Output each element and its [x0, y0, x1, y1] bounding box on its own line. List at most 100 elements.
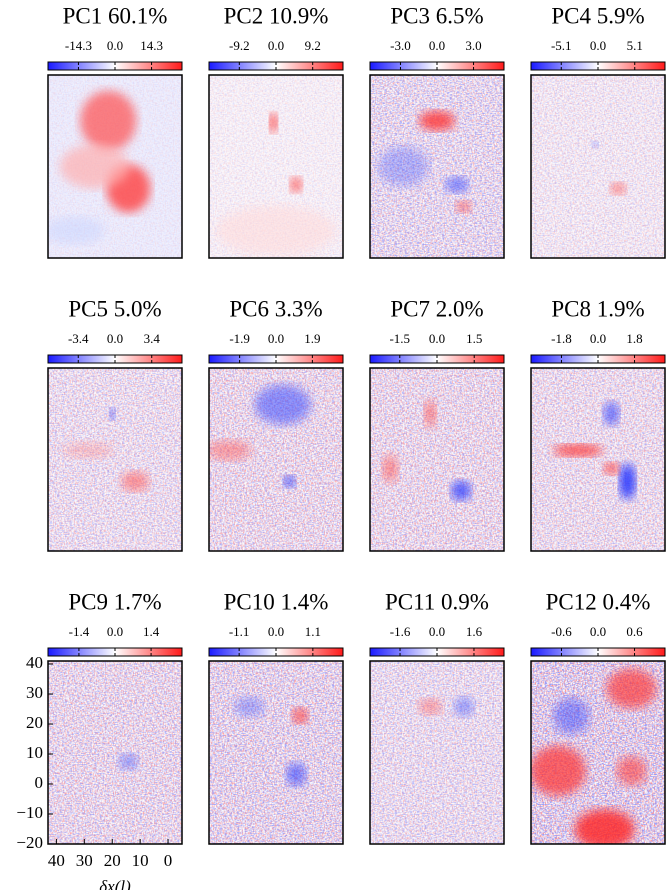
heatmap-feature: [603, 462, 620, 475]
colorbar-tick-label: 0.0: [107, 38, 123, 53]
heatmap-feature: [59, 144, 130, 189]
colorbar-tick-label: -1.1: [229, 624, 250, 639]
panel-title: PC8 1.9%: [551, 296, 644, 321]
heatmap-feature: [419, 110, 455, 131]
panel-frame: [530, 367, 666, 552]
heatmap-feature: [553, 697, 590, 734]
panel-frame: [369, 367, 505, 552]
heatmap-noise: [531, 368, 665, 551]
colorbar-tick-label: -1.6: [390, 624, 411, 639]
heatmap-image: [209, 661, 343, 844]
panel-title: PC5 5.0%: [68, 296, 161, 321]
colorbar-tick-label: 0.0: [590, 331, 606, 346]
colorbar-tick-label: 0.0: [268, 624, 284, 639]
heatmap-feature: [592, 141, 599, 148]
x-tick-label: 30: [76, 851, 93, 870]
colorbar-tick-label: 0.0: [590, 38, 606, 53]
heatmap-feature: [453, 696, 474, 717]
heatmap-layers: [48, 75, 182, 258]
heatmap-image: [209, 368, 343, 551]
heatmap-image: [531, 75, 665, 258]
colorbar-tick-label: 5.1: [627, 38, 643, 53]
heatmap-noise: [531, 75, 665, 258]
heatmap-image: [370, 75, 504, 258]
heatmap-feature: [290, 176, 303, 193]
panel-title: PC2 10.9%: [224, 3, 329, 28]
heatmap-feature: [552, 444, 603, 457]
colorbar-tick-label: 1.1: [305, 624, 321, 639]
panel-title: PC11 0.9%: [385, 589, 489, 614]
panel-frame: [208, 367, 344, 552]
panel-title: PC1 60.1%: [63, 3, 168, 28]
heatmap-feature: [424, 399, 437, 428]
y-tick-label: 40: [26, 653, 43, 672]
colorbar-tick-label: 0.6: [626, 624, 643, 639]
heatmap-layers: [209, 368, 343, 551]
heatmap-feature: [292, 707, 309, 724]
y-tick-label: 20: [26, 713, 43, 732]
panel-title: PC3 6.5%: [390, 3, 483, 28]
panel-frame: [530, 660, 666, 845]
heatmap-image: [531, 661, 665, 844]
heatmap-layers: [370, 661, 504, 844]
colorbar-tick-label: 3.0: [465, 38, 481, 53]
x-tick-label: 10: [132, 851, 149, 870]
heatmap-feature: [254, 384, 311, 425]
colorbar-tick-label: 0.0: [590, 624, 606, 639]
heatmap-noise: [48, 661, 182, 844]
panel-frame: [208, 74, 344, 259]
panel-frame: [47, 660, 183, 845]
heatmap-feature: [445, 176, 470, 193]
panel-frame: [47, 74, 183, 259]
panel-title: PC7 2.0%: [390, 296, 483, 321]
x-axis-label: δx(l): [99, 877, 131, 890]
colorbar-tick-label: 0.0: [107, 624, 123, 639]
heatmap-layers: [209, 661, 343, 844]
y-tick-label: −20: [16, 833, 43, 852]
colorbar-tick-label: 1.6: [466, 624, 483, 639]
heatmap-feature: [209, 440, 252, 461]
panel-frame: [369, 660, 505, 845]
heatmap-layers: [48, 368, 182, 551]
colorbar-tick-label: -3.0: [390, 38, 411, 53]
panel-frame: [369, 74, 505, 259]
heatmap-image: [370, 661, 504, 844]
heatmap-image: [48, 368, 182, 551]
x-tick-label: 20: [104, 851, 121, 870]
colorbar-tick-label: -1.4: [69, 624, 90, 639]
colorbar-tick-label: 14.3: [140, 38, 163, 53]
colorbar-tick-label: -0.6: [551, 624, 572, 639]
heatmap-feature: [378, 146, 429, 187]
heatmap-feature: [121, 471, 150, 492]
panel-title: PC6 3.3%: [229, 296, 322, 321]
heatmap-feature: [48, 216, 105, 245]
x-tick-label: 0: [164, 851, 173, 870]
colorbar-tick-label: 1.8: [626, 331, 642, 346]
colorbar-tick-label: -1.5: [389, 331, 410, 346]
panel-frame: [47, 367, 183, 552]
panel-title: PC4 5.9%: [551, 3, 644, 28]
heatmap-layers: [531, 75, 665, 258]
heatmap-feature: [283, 475, 296, 488]
heatmap-feature: [109, 407, 116, 420]
heatmap-layers: [531, 661, 665, 844]
colorbar-tick-label: 1.4: [143, 624, 160, 639]
y-tick-label: 30: [26, 683, 43, 702]
colorbar-tick-label: -14.3: [65, 38, 92, 53]
heatmap-image: [370, 368, 504, 551]
panel-title: PC10 1.4%: [224, 589, 329, 614]
panel-title: PC9 1.7%: [68, 589, 161, 614]
colorbar-tick-label: 0.0: [429, 624, 445, 639]
heatmap-feature: [616, 755, 647, 786]
heatmap-feature: [603, 401, 620, 426]
colorbar-tick-label: -5.1: [551, 38, 572, 53]
colorbar-tick-label: 0.0: [268, 38, 284, 53]
heatmap-feature: [286, 762, 307, 787]
heatmap-layers: [48, 661, 182, 844]
heatmap-feature: [619, 463, 636, 500]
heatmap-layers: [370, 75, 504, 258]
heatmap-feature: [118, 753, 139, 770]
colorbar-tick-label: 3.4: [144, 331, 161, 346]
